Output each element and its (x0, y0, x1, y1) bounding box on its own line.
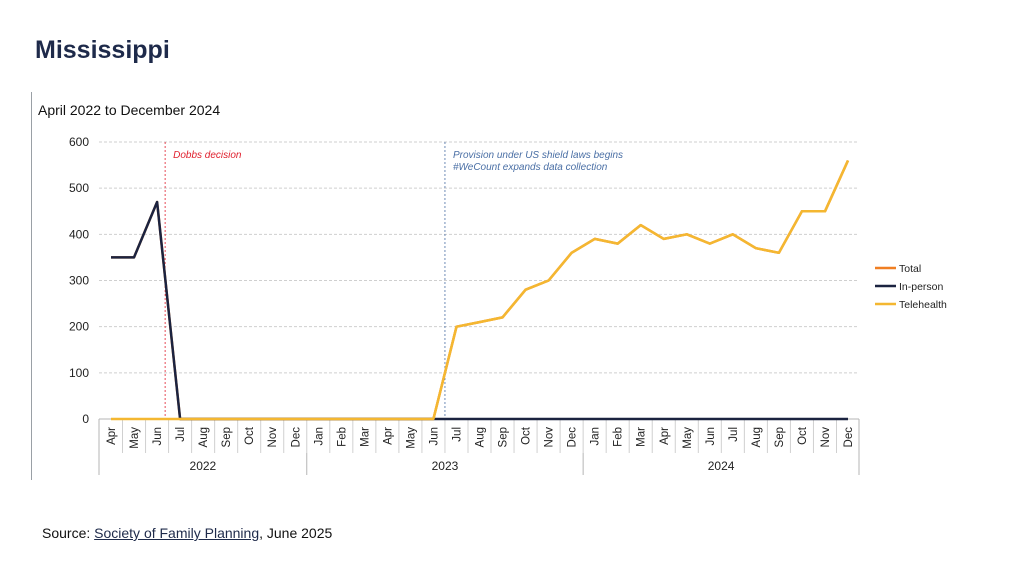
legend-label: In-person (899, 281, 944, 293)
x-tick-label: Nov (267, 427, 279, 448)
y-tick-label: 100 (69, 366, 89, 380)
x-tick-label: Jan (313, 427, 325, 446)
legend-label: Total (899, 263, 921, 275)
annotations: Dobbs decision Provision under US shield … (164, 142, 623, 419)
y-axis-ticks: 0 100 200 300 400 500 600 (69, 135, 89, 426)
series-line-total (111, 159, 850, 421)
x-tick-label: Aug (198, 427, 210, 447)
legend: Total In-person Telehealth (875, 263, 947, 311)
x-tick-label: Jun (152, 427, 164, 446)
x-tick-label: Apr (382, 427, 394, 445)
y-tick-label: 0 (82, 412, 89, 426)
gridlines (99, 141, 859, 374)
x-tick-label: Aug (751, 427, 763, 447)
x-tick-label: Sep (221, 427, 233, 447)
year-label: 2024 (708, 459, 735, 473)
series-line-telehealth (111, 159, 850, 421)
x-tick-label: Jul (175, 427, 187, 442)
series-lines (111, 159, 850, 421)
x-tick-label: Feb (613, 427, 625, 447)
x-tick-label: Apr (106, 427, 118, 445)
annotation-label: #WeCount expands data collection (453, 162, 608, 173)
x-tick-label: Nov (820, 427, 832, 448)
x-tick-label: Feb (336, 427, 348, 447)
y-tick-label: 500 (69, 181, 89, 195)
x-tick-label: Jul (728, 427, 740, 442)
year-label: 2023 (432, 459, 459, 473)
x-tick-label: Jun (705, 427, 717, 446)
source-suffix: , June 2025 (259, 525, 333, 541)
x-tick-label: May (129, 427, 141, 449)
annotation-label: Provision under US shield laws begins (453, 150, 623, 161)
line-chart: April 2022 to December 2024 0 100 200 300 40… (38, 102, 947, 475)
legend-label: Telehealth (899, 299, 947, 311)
x-tick-label: Aug (475, 427, 487, 447)
y-tick-label: 200 (69, 320, 89, 334)
chart-title: April 2022 to December 2024 (38, 102, 220, 118)
x-tick-label: Dec (290, 427, 302, 448)
x-tick-label: Mar (359, 427, 371, 447)
source-prefix: Source: (42, 525, 95, 541)
x-tick-label: Mar (636, 427, 648, 447)
x-tick-label: Apr (659, 427, 671, 445)
source-note: Source: Society of Family Planning, June… (42, 525, 332, 541)
x-tick-label: Nov (544, 427, 556, 448)
chart-frame-divider (31, 92, 32, 480)
year-label: 2022 (190, 459, 217, 473)
x-tick-label: Dec (843, 427, 855, 448)
x-tick-label: May (405, 427, 417, 449)
x-tick-label: Jun (428, 427, 440, 446)
x-tick-label: Oct (797, 426, 809, 445)
y-tick-label: 300 (69, 274, 89, 288)
source-link[interactable]: Society of Family Planning (94, 525, 260, 541)
x-axis: Apr May Jun Jul Aug Sep Oct Nov Dec Jan Feb Mar Apr M… (98, 418, 860, 475)
x-tick-label: Dec (567, 427, 579, 448)
x-tick-label: Jan (590, 427, 602, 446)
y-tick-label: 400 (69, 227, 89, 241)
x-tick-label: Sep (498, 427, 510, 447)
y-tick-label: 600 (69, 135, 89, 149)
x-tick-label: Sep (774, 427, 786, 447)
x-tick-label: Oct (244, 426, 256, 445)
x-tick-label: Jul (451, 427, 463, 442)
page-title: Mississippi (35, 36, 170, 64)
x-tick-label: Oct (521, 426, 533, 445)
annotation-label: Dobbs decision (173, 150, 242, 161)
x-tick-label: May (682, 427, 694, 449)
